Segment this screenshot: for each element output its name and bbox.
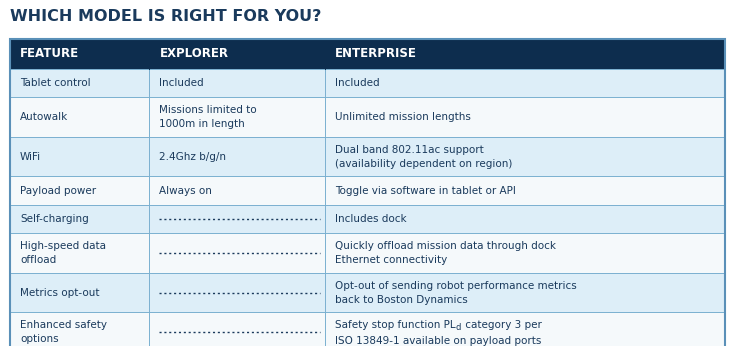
Text: ENTERPRISE: ENTERPRISE bbox=[334, 47, 417, 61]
Text: Always on: Always on bbox=[159, 186, 212, 196]
Text: Opt-out of sending robot performance metrics
back to Boston Dynamics: Opt-out of sending robot performance met… bbox=[334, 281, 576, 304]
Text: WHICH MODEL IS RIGHT FOR YOU?: WHICH MODEL IS RIGHT FOR YOU? bbox=[10, 9, 321, 24]
Text: EXPLORER: EXPLORER bbox=[159, 47, 229, 61]
Text: ISO 13849-1 available on payload ports: ISO 13849-1 available on payload ports bbox=[334, 336, 541, 346]
Bar bbox=[10, 69, 725, 98]
Bar bbox=[10, 39, 725, 69]
Text: d: d bbox=[455, 323, 461, 332]
Text: Autowalk: Autowalk bbox=[20, 112, 68, 122]
Text: Included: Included bbox=[334, 78, 379, 88]
Text: 2.4Ghz b/g/n: 2.4Ghz b/g/n bbox=[159, 152, 226, 162]
Text: Missions limited to
1000m in length: Missions limited to 1000m in length bbox=[159, 106, 257, 129]
Bar bbox=[10, 176, 725, 205]
Text: Dual band 802.11ac support
(availability dependent on region): Dual band 802.11ac support (availability… bbox=[334, 145, 512, 169]
Text: Quickly offload mission data through dock
Ethernet connectivity: Quickly offload mission data through doc… bbox=[334, 242, 556, 265]
Text: Metrics opt-out: Metrics opt-out bbox=[20, 288, 99, 298]
Text: High-speed data
offload: High-speed data offload bbox=[20, 242, 106, 265]
Bar bbox=[10, 312, 725, 346]
Text: Toggle via software in tablet or API: Toggle via software in tablet or API bbox=[334, 186, 515, 196]
Text: Payload power: Payload power bbox=[20, 186, 96, 196]
Text: Safety stop function PL: Safety stop function PL bbox=[334, 320, 455, 330]
Text: Unlimited mission lengths: Unlimited mission lengths bbox=[334, 112, 470, 122]
Text: Includes dock: Includes dock bbox=[334, 214, 406, 224]
Text: Tablet control: Tablet control bbox=[20, 78, 90, 88]
Bar bbox=[10, 205, 725, 234]
Bar bbox=[10, 137, 725, 176]
Text: FEATURE: FEATURE bbox=[20, 47, 79, 61]
Text: WiFi: WiFi bbox=[20, 152, 41, 162]
Bar bbox=[10, 234, 725, 273]
Bar bbox=[10, 98, 725, 137]
Text: Enhanced safety
options: Enhanced safety options bbox=[20, 320, 107, 344]
Text: Self-charging: Self-charging bbox=[20, 214, 89, 224]
Text: category 3 per: category 3 per bbox=[462, 320, 542, 330]
Text: Included: Included bbox=[159, 78, 204, 88]
Bar bbox=[10, 273, 725, 312]
